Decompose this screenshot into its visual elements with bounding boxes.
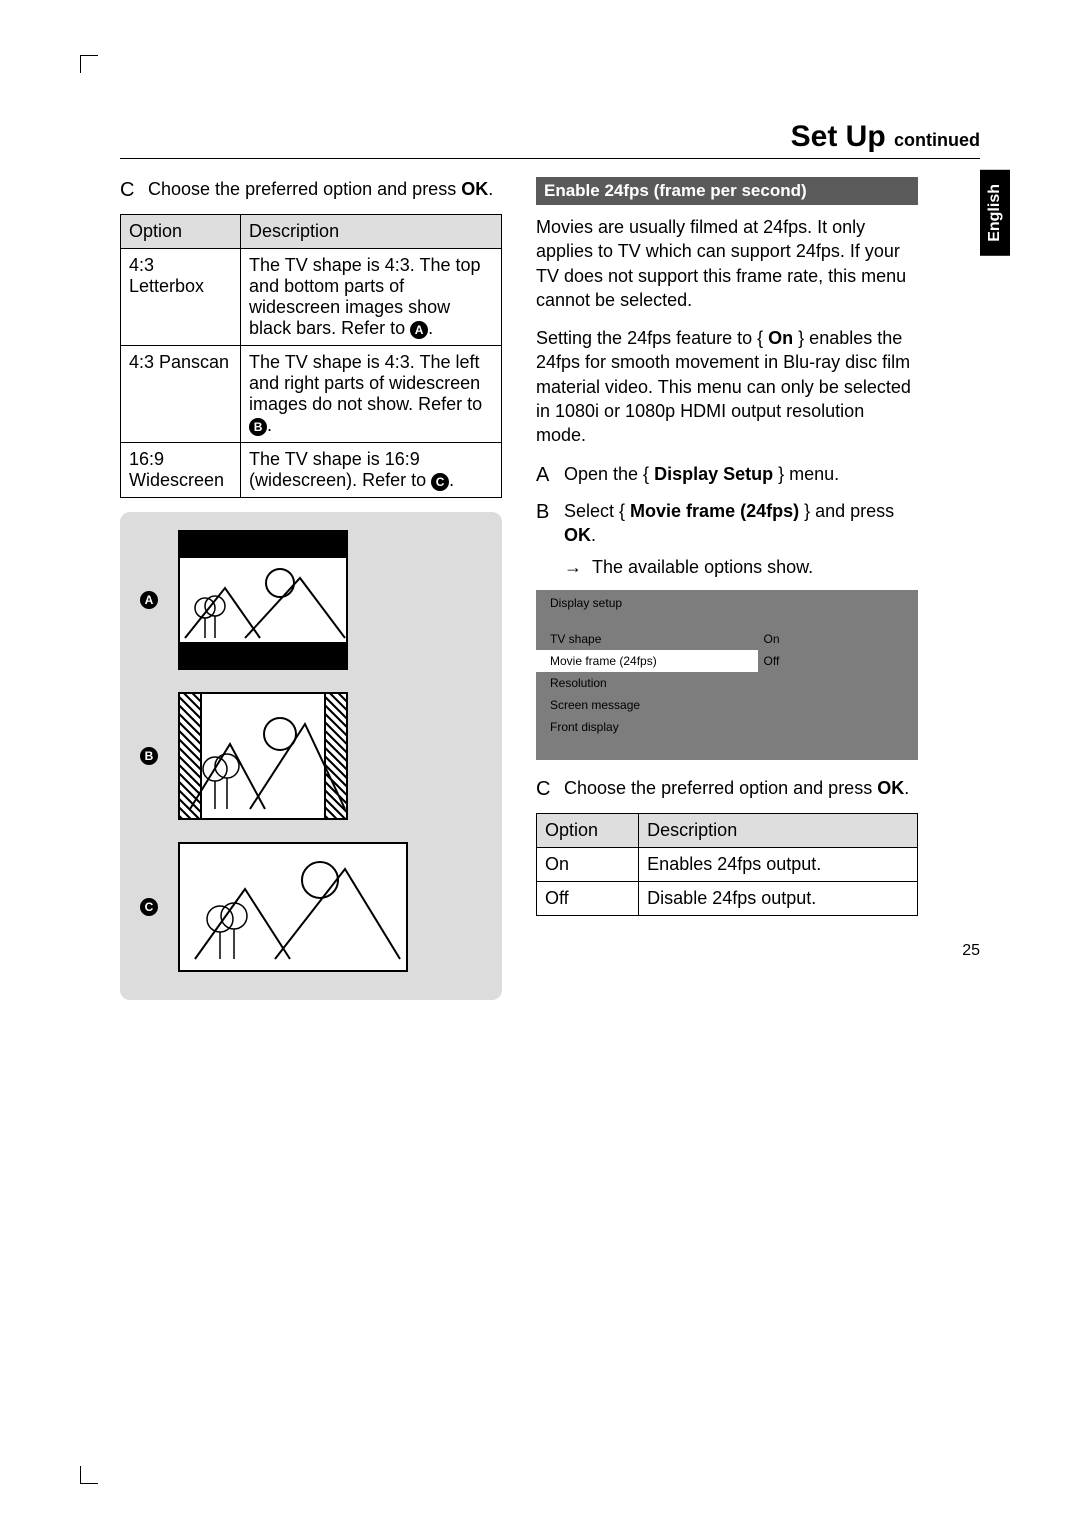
table-header: Description	[639, 814, 918, 848]
menu-item: Front display	[536, 716, 758, 738]
table-header: Description	[241, 215, 502, 249]
black-bar	[180, 532, 346, 558]
txt-bold: OK	[877, 778, 904, 798]
page-title: Set Up continued	[120, 120, 980, 154]
paragraph: Setting the 24fps feature to { On } enab…	[536, 326, 918, 447]
menu-item: TV shape	[536, 628, 758, 650]
table-row: On Enables 24fps output.	[537, 848, 918, 882]
step-label: C	[536, 776, 554, 803]
txt: .	[267, 415, 272, 435]
tv-shape-diagrams: A	[120, 512, 502, 1000]
crop-mark	[80, 1466, 98, 1484]
arrow-icon: →	[564, 557, 582, 578]
menu-items: TV shape Movie frame (24fps) Resolution …	[536, 628, 758, 738]
txt: .	[449, 470, 454, 490]
diagram-row-a: A	[140, 530, 482, 670]
left-column: C Choose the preferred option and press …	[120, 177, 502, 1000]
txt: .	[488, 179, 493, 199]
menu-option: On	[758, 628, 786, 650]
tv-widescreen	[178, 842, 408, 972]
badge-b: B	[140, 747, 158, 765]
step-text: Select { Movie frame (24fps) } and press…	[564, 499, 918, 548]
title-continued: continued	[894, 130, 980, 150]
txt: The TV shape is 4:3. The top and bottom …	[249, 255, 480, 338]
right-column: Enable 24fps (frame per second) Movies a…	[536, 177, 918, 1000]
table-cell: On	[537, 848, 639, 882]
table-cell: Disable 24fps output.	[639, 882, 918, 916]
table-header: Option	[537, 814, 639, 848]
txt-bold: Movie frame (24fps)	[630, 501, 799, 521]
txt-bold: OK	[564, 525, 591, 545]
txt: The TV shape is 16:9 (widescreen). Refer…	[249, 449, 431, 490]
step-b: B Select { Movie frame (24fps) } and pre…	[536, 499, 918, 548]
table-cell: 4:3 Letterbox	[121, 249, 241, 346]
menu-options: On Off	[758, 628, 786, 672]
menu-header: Display setup	[550, 596, 622, 610]
ref-badge: B	[249, 418, 267, 436]
tv-shape-table: Option Description 4:3 Letterbox The TV …	[120, 214, 502, 498]
table-header: Option	[121, 215, 241, 249]
table-cell: The TV shape is 4:3. The top and bottom …	[241, 249, 502, 346]
landscape-icon	[180, 694, 350, 822]
step-c-left: C Choose the preferred option and press …	[120, 177, 502, 204]
diagram-row-c: C	[140, 842, 482, 972]
table-row: 4:3 Panscan The TV shape is 4:3. The lef…	[121, 346, 502, 443]
badge-c: C	[140, 898, 158, 916]
step-text: Choose the preferred option and press OK…	[564, 776, 909, 800]
table-row: 4:3 Letterbox The TV shape is 4:3. The t…	[121, 249, 502, 346]
step-label: A	[536, 462, 554, 489]
result-text: The available options show.	[592, 557, 813, 578]
table-cell: Enables 24fps output.	[639, 848, 918, 882]
step-a: A Open the { Display Setup } menu.	[536, 462, 918, 489]
txt-bold: Display Setup	[654, 464, 773, 484]
title-rule	[120, 158, 980, 159]
step-text: Choose the preferred option and press OK…	[148, 177, 493, 201]
paragraph: Movies are usually filmed at 24fps. It o…	[536, 215, 918, 312]
step-label: B	[536, 499, 554, 526]
page-number: 25	[962, 942, 980, 960]
table-cell: The TV shape is 4:3. The left and right …	[241, 346, 502, 443]
tv-panscan	[178, 692, 348, 820]
table-cell: 4:3 Panscan	[121, 346, 241, 443]
table-cell: 16:9 Widescreen	[121, 443, 241, 498]
txt: } menu.	[773, 464, 839, 484]
txt: .	[591, 525, 596, 545]
diagram-row-b: B	[140, 692, 482, 820]
txt: .	[428, 318, 433, 338]
section-title: Enable 24fps (frame per second)	[536, 177, 918, 205]
step-label: C	[120, 177, 138, 204]
table-cell: The TV shape is 16:9 (widescreen). Refer…	[241, 443, 502, 498]
menu-item-selected: Movie frame (24fps)	[536, 650, 758, 672]
menu-screenshot: Display setup TV shape Movie frame (24fp…	[536, 590, 918, 760]
txt: Open the {	[564, 464, 654, 484]
table-row: 16:9 Widescreen The TV shape is 16:9 (wi…	[121, 443, 502, 498]
language-tab: English	[980, 170, 1010, 256]
landscape-icon	[180, 558, 350, 646]
txt: The TV shape is 4:3. The left and right …	[249, 352, 482, 414]
landscape-icon	[180, 844, 410, 974]
menu-item: Resolution	[536, 672, 758, 694]
fps-table: Option Description On Enables 24fps outp…	[536, 813, 918, 916]
result-line: → The available options show.	[564, 557, 918, 578]
txt: .	[904, 778, 909, 798]
title-main: Set Up	[791, 120, 886, 153]
badge-a: A	[140, 591, 158, 609]
step-text: Open the { Display Setup } menu.	[564, 462, 839, 486]
page-container: Set Up continued English C Choose the pr…	[0, 0, 1080, 1040]
txt: Choose the preferred option and press	[564, 778, 877, 798]
txt: Choose the preferred option and press	[148, 179, 461, 199]
table-row: Off Disable 24fps output.	[537, 882, 918, 916]
ref-badge: A	[410, 321, 428, 339]
txt: } and press	[799, 501, 894, 521]
txt: Select {	[564, 501, 630, 521]
table-cell: Off	[537, 882, 639, 916]
menu-option: Off	[758, 650, 786, 672]
step-c-right: C Choose the preferred option and press …	[536, 776, 918, 803]
tv-letterbox	[178, 530, 348, 670]
menu-item: Screen message	[536, 694, 758, 716]
txt: Setting the 24fps feature to {	[536, 328, 768, 348]
ref-badge: C	[431, 473, 449, 491]
txt-bold: OK	[461, 179, 488, 199]
txt-bold: On	[768, 328, 793, 348]
